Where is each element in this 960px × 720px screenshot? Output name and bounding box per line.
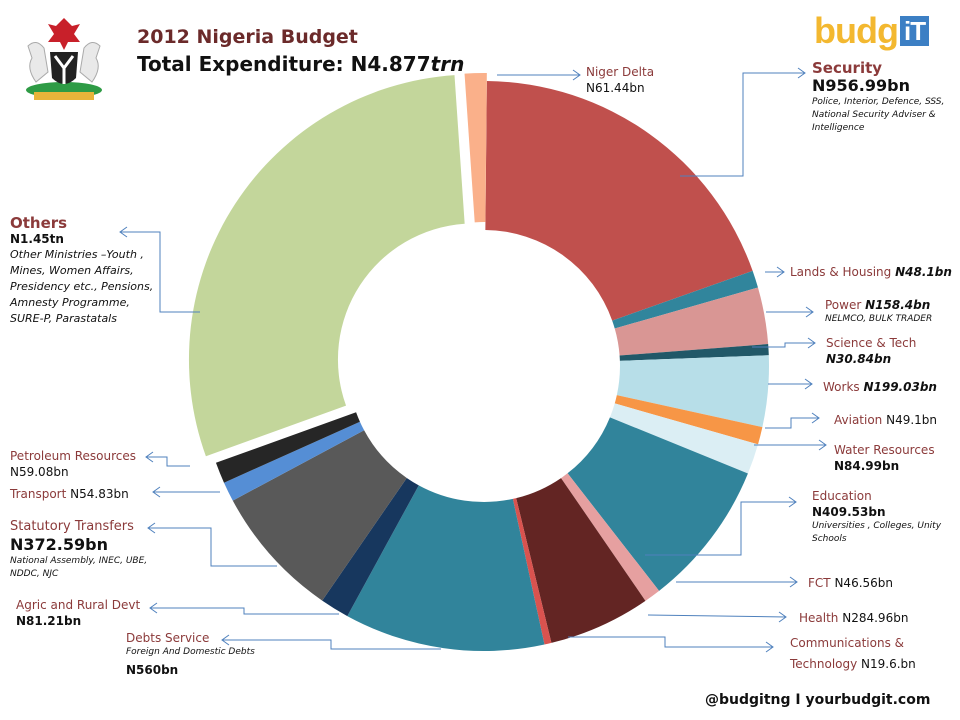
label-others: Others N1.45tn Other Ministries –Youth ,… (10, 214, 154, 325)
label-science-tech: Science & Tech N30.84bn (826, 336, 917, 366)
arrowhead-icon (818, 439, 827, 451)
slice-water-resources (609, 403, 759, 474)
arrowhead-icon (776, 266, 785, 278)
label-health: Health N284.96bn (799, 611, 909, 625)
leader-line-comms (568, 636, 773, 648)
chart-title: 2012 Nigeria Budget (137, 26, 358, 48)
arrowhead-icon (145, 451, 154, 463)
arrowhead-icon (152, 486, 161, 498)
slice-works (616, 355, 770, 428)
slice-education (567, 417, 748, 591)
budgit-logo: budg iT (814, 10, 930, 52)
arrowhead-icon (805, 306, 814, 318)
label-works: Works N199.03bn (823, 380, 937, 394)
label-power: Power N158.4bn NELMCO, BULK TRADER (825, 298, 933, 324)
label-statutory-transfers: Statutory Transfers N372.59bn National A… (10, 519, 148, 579)
label-lands-housing: Lands & Housing N48.1bn (790, 265, 952, 279)
slice-transport (223, 421, 365, 501)
leader-line-statutory (148, 527, 277, 567)
leader-line-health (647, 614, 787, 618)
arrowhead-icon (149, 602, 158, 614)
arrowhead-icon (147, 522, 156, 534)
label-agric: Agric and Rural Devt N81.21bn (16, 598, 141, 628)
leader-line-aviation (765, 417, 819, 429)
label-fct: FCT N46.56bn (808, 576, 894, 590)
label-transport: Transport N54.83bn (10, 487, 129, 501)
arrowhead-icon (789, 576, 798, 588)
leader-line-others (120, 231, 200, 313)
label-security: Security N956.99bn Police, Interior, Def… (812, 59, 945, 133)
arrowhead-icon (811, 412, 820, 424)
leader-line-education (645, 501, 796, 556)
label-water-resources: Water Resources N84.99bn (834, 443, 935, 473)
leader-line-debts (222, 639, 441, 650)
slice-security (485, 81, 753, 321)
slice-petroleum-resources (215, 412, 360, 483)
label-education: Education N409.53bn Universities , Colle… (812, 489, 942, 544)
footer-credit: @budgitng I yourbudgit.com (705, 692, 931, 708)
arrowhead-icon (221, 634, 230, 646)
arrowhead-icon (778, 611, 787, 623)
slice-power (614, 287, 769, 356)
label-niger-delta: Niger Delta N61.44bn (586, 65, 655, 95)
leader-line-sci (752, 342, 815, 348)
leader-line-petroleum (146, 456, 190, 467)
arrowhead-icon (804, 378, 813, 390)
slice-science-tech (619, 344, 769, 361)
slice-health (516, 478, 646, 643)
arrowhead-icon (807, 337, 816, 349)
leader-line-agric (150, 607, 339, 615)
label-debts-service: Debts Service Foreign And Domestic Debts… (126, 631, 255, 677)
slice-others (188, 75, 465, 457)
slice-niger-delta (464, 73, 487, 223)
arrowhead-icon (765, 641, 774, 653)
slice-aviation (614, 395, 763, 445)
coat-of-arms-logo (26, 18, 102, 100)
label-aviation: Aviation N49.1bn (834, 413, 938, 427)
leader-line-security (680, 72, 805, 177)
chart-subtitle: Total Expenditure: N4.877trn (137, 52, 465, 76)
slice-lands-housing (612, 270, 758, 329)
arrowhead-icon (572, 69, 581, 81)
label-petroleum: Petroleum Resources N59.08bn (10, 449, 137, 479)
slice-communications-technology (512, 498, 552, 645)
arrowhead-icon (788, 496, 797, 508)
label-communications: Communications & Technology N19.6.bn (790, 636, 916, 671)
arrowhead-icon (119, 226, 128, 238)
arrowhead-icon (797, 67, 806, 79)
slice-statutory-transfers (232, 430, 407, 601)
slice-debts-service (347, 485, 545, 651)
slice-agric-and-rural-devt (322, 477, 419, 617)
slice-fct (561, 473, 660, 601)
